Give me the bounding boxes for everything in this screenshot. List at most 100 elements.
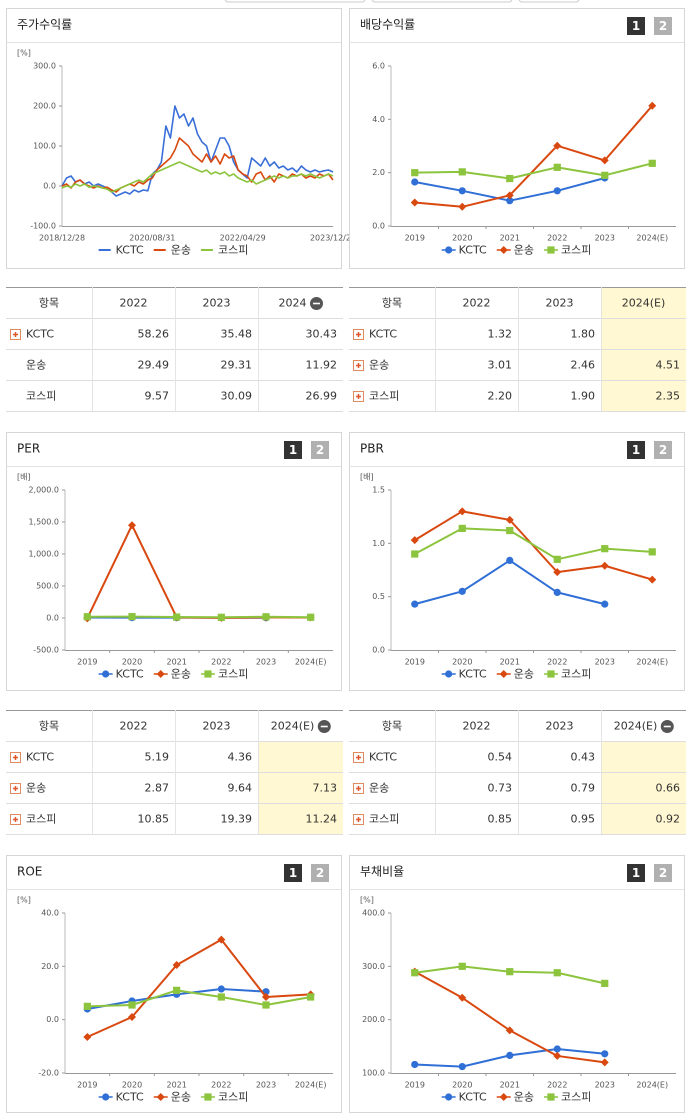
marker — [600, 156, 609, 165]
marker — [458, 993, 467, 1002]
marker — [217, 935, 226, 944]
cell-value: 29.49 — [138, 359, 170, 372]
legend-marker — [156, 670, 165, 678]
y-unit: [%] — [360, 896, 374, 905]
marker — [505, 191, 514, 200]
legend: KCTC 운송 코스피 — [98, 244, 248, 257]
tab-button[interactable] — [654, 441, 672, 459]
panel-title: 주가수익률 — [17, 18, 72, 32]
legend: KCTC 운송 코스피 — [441, 668, 591, 681]
marker — [553, 141, 562, 150]
y-tick-label: 500.0 — [36, 582, 59, 591]
tab-button-label: 2 — [316, 866, 324, 880]
panel — [349, 432, 685, 691]
marker — [262, 1001, 270, 1009]
marker — [83, 1033, 92, 1041]
cell-value: 0.92 — [656, 813, 681, 826]
legend-label: 운송 — [171, 244, 191, 257]
tab-button[interactable] — [654, 864, 672, 882]
legend: KCTC 운송 코스피 — [98, 1091, 248, 1104]
x-tick-label: 2019 — [405, 234, 425, 243]
x-tick-label: 2022/04/29 — [220, 234, 266, 243]
tab-button[interactable] — [284, 441, 302, 459]
y-tick-label: 400.0 — [362, 909, 385, 918]
expand-icon-plus — [356, 363, 361, 368]
marker — [505, 515, 514, 524]
top-control — [518, 0, 580, 3]
tab-button[interactable] — [284, 864, 302, 882]
cell-value: 29.31 — [221, 359, 253, 372]
y-unit: [배] — [17, 473, 31, 482]
legend-marker — [204, 1093, 212, 1101]
tab-button[interactable] — [311, 441, 329, 459]
tab-button[interactable] — [311, 864, 329, 882]
x-tick-label: 2020 — [122, 658, 142, 667]
x-tick-label: 2024(E) — [636, 658, 668, 667]
x-tick-label: 2019 — [77, 658, 97, 667]
marker — [307, 613, 315, 621]
highlight-column — [258, 741, 343, 834]
marker — [506, 174, 514, 183]
marker — [128, 1001, 136, 1009]
table-header: 2023 — [546, 297, 574, 310]
cell-value: 1.32 — [488, 328, 513, 341]
tab-button[interactable] — [627, 441, 645, 459]
cell-value: 10.85 — [138, 813, 170, 826]
tab-button[interactable] — [627, 864, 645, 882]
marker — [262, 613, 270, 621]
table-header: 2024(E) — [622, 297, 666, 310]
legend-label: 운송 — [514, 1091, 534, 1104]
x-tick-label: 2019 — [77, 1081, 97, 1090]
cell-value: 5.19 — [145, 751, 170, 764]
cell-value: 4.51 — [656, 359, 681, 372]
cell-value: 11.24 — [306, 813, 338, 826]
y-tick-label: 0.0 — [372, 646, 385, 655]
legend: KCTC 운송 코스피 — [441, 1091, 591, 1104]
row-label: 운송 — [369, 782, 389, 795]
y-tick-label: 300.0 — [362, 962, 385, 971]
y-tick-label: 100.0 — [362, 1069, 385, 1078]
cell-value: 11.92 — [306, 359, 338, 372]
marker — [128, 521, 136, 530]
series-line — [86, 938, 311, 1038]
marker — [648, 575, 657, 584]
marker — [458, 202, 467, 211]
cell-value: 2.20 — [488, 390, 513, 403]
marker — [601, 171, 609, 179]
y-tick-label: 200.0 — [33, 102, 56, 111]
legend-marker — [102, 670, 110, 678]
cell-value: 58.26 — [138, 328, 170, 341]
y-tick-label: 0.0 — [372, 222, 385, 231]
legend: KCTC 운송 코스피 — [98, 668, 248, 681]
x-tick-label: 2021 — [166, 658, 186, 667]
legend-label: 코스피 — [218, 668, 248, 681]
legend-marker — [445, 670, 453, 678]
y-tick-label: 200.0 — [362, 1015, 385, 1024]
row-label: KCTC — [26, 751, 54, 764]
row-label: 운송 — [26, 782, 46, 795]
tab-button[interactable] — [654, 17, 672, 35]
panel — [349, 8, 685, 269]
series-line — [414, 162, 653, 180]
tab-button-label: 1 — [632, 19, 640, 33]
x-tick-label: 2022 — [547, 658, 567, 667]
legend-label: KCTC — [116, 1091, 144, 1104]
marker — [553, 555, 561, 563]
x-tick-label: 2024(E) — [295, 1081, 327, 1090]
tab-button[interactable] — [627, 17, 645, 35]
marker — [172, 961, 181, 969]
marker — [506, 526, 514, 535]
cell-value: 9.57 — [145, 390, 170, 403]
marker — [83, 613, 91, 621]
expand-icon-plus — [356, 394, 361, 399]
panel — [6, 855, 342, 1113]
expand-icon-plus — [356, 786, 361, 791]
marker — [600, 1058, 609, 1067]
marker — [262, 993, 270, 1001]
panel-title: ROE — [17, 865, 42, 879]
legend-marker — [102, 1093, 110, 1101]
y-tick-label: 2.0 — [372, 168, 385, 177]
y-tick-label: -500.0 — [33, 646, 59, 655]
marker — [411, 178, 419, 186]
marker — [458, 168, 466, 176]
